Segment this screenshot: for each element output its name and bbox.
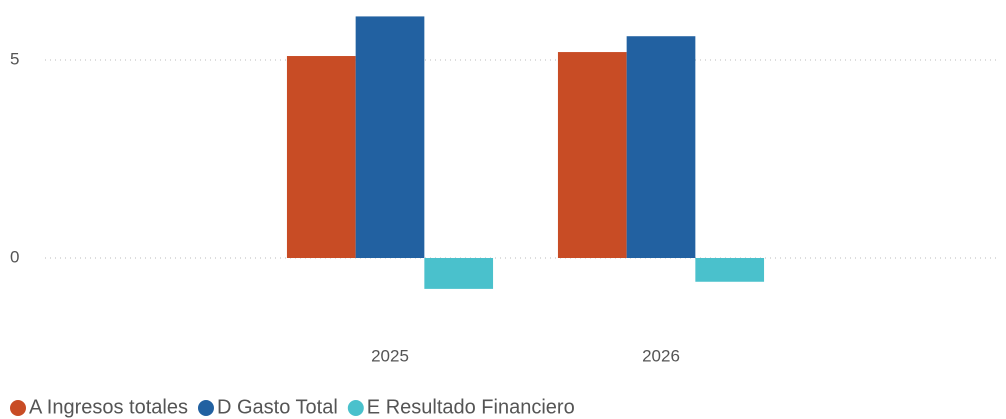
x-tick-label: 2026 [642, 346, 680, 365]
y-tick-label: 5 [10, 49, 19, 68]
legend-label: E Resultado Financiero [367, 396, 575, 418]
bar [557, 52, 627, 258]
bar [355, 16, 425, 258]
x-tick-label: 2025 [371, 346, 409, 365]
legend-label: A Ingresos totales [29, 396, 188, 418]
legend-label: D Gasto Total [217, 396, 338, 418]
legend-marker [347, 400, 364, 416]
legend-marker [10, 400, 26, 416]
bar [286, 56, 356, 258]
bar [424, 257, 494, 289]
legend-marker [197, 400, 214, 416]
bar [695, 257, 765, 282]
bar [626, 36, 696, 258]
y-tick-label: 0 [10, 247, 19, 266]
